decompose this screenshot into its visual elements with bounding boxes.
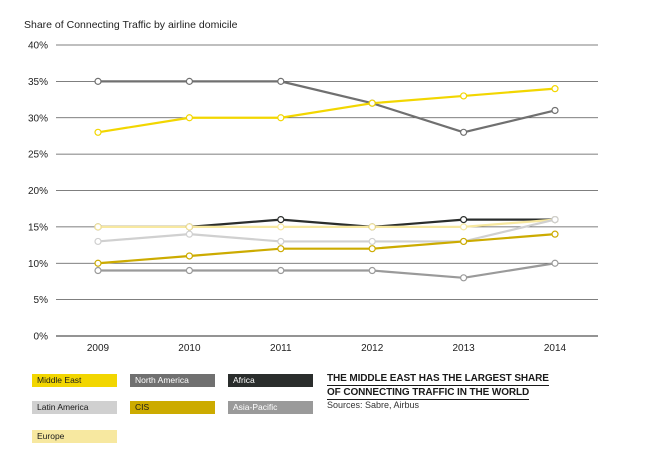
data-point-middle-east: [551, 85, 559, 93]
series-line-latin-america: [97, 218, 556, 243]
series-line-europe: [98, 218, 556, 228]
data-point-latin-america: [551, 216, 559, 224]
data-point-cis: [551, 230, 559, 238]
y-tick-label: 10%: [28, 259, 48, 270]
series-line-asia-pacific: [98, 262, 556, 279]
data-point-cis: [94, 259, 102, 267]
data-point-asia-pacific: [551, 259, 559, 267]
data-point-cis: [185, 252, 193, 260]
y-axis-ticks: 0% 5% 10% 15% 20% 25% 30% 35% 40%: [28, 41, 48, 343]
legend-asia-pacific: Asia-Pacific: [228, 401, 313, 414]
data-point-cis: [460, 237, 468, 246]
grid-lines: [56, 44, 598, 337]
sources-note: Sources: Sabre, Airbus: [327, 400, 420, 410]
x-tick-label: 2009: [87, 343, 110, 354]
data-point-latin-america: [277, 237, 285, 246]
line-chart: 0%5%10%15%20%25%30%35%40% 2009 2010 2011 20…: [28, 41, 598, 354]
data-point-middle-east: [185, 114, 193, 122]
data-point-europe: [185, 223, 193, 231]
data-point-north-america: [94, 77, 102, 85]
data-point-latin-america: [185, 230, 193, 238]
data-point-middle-east: [94, 128, 102, 136]
headline-line-1: THE MIDDLE EAST HAS THE LARGEST SHARE: [327, 373, 549, 386]
data-point-asia-pacific: [277, 266, 285, 275]
legend-middle-east: Middle East: [32, 374, 117, 387]
headline: THE MIDDLE EAST HAS THE LARGEST SHARE OF…: [327, 372, 549, 400]
data-point-middle-east: [368, 99, 376, 107]
data-point-north-america: [277, 77, 285, 85]
data-point-europe: [460, 223, 468, 231]
legend-latin-america: Latin America: [32, 401, 117, 414]
series-line-middle-east: [97, 87, 556, 134]
data-point-middle-east: [277, 114, 285, 122]
data-point-latin-america: [94, 237, 102, 246]
series-line-cis: [97, 233, 556, 265]
data-point-north-america: [460, 128, 468, 136]
x-tick-label: 2010: [178, 343, 201, 354]
data-point-cis: [277, 245, 285, 253]
data-point-europe: [368, 223, 376, 231]
y-tick-label: 20%: [28, 186, 48, 197]
data-point-latin-america: [368, 237, 376, 246]
legend-europe: Europe: [32, 430, 117, 443]
series-points: [94, 77, 559, 282]
legend-cis: CIS: [130, 401, 215, 414]
legend-north-america: North America: [130, 374, 215, 387]
data-point-asia-pacific: [460, 274, 468, 282]
data-point-africa: [277, 216, 285, 224]
series-line-north-america: [98, 80, 556, 134]
y-tick-label: 15%: [28, 222, 48, 233]
y-tick-label: 30%: [28, 113, 48, 124]
data-point-middle-east: [460, 92, 468, 100]
legend-africa: Africa: [228, 374, 313, 387]
x-tick-label: 2013: [452, 343, 475, 354]
x-tick-label: 2011: [270, 343, 292, 354]
x-tick-label: 2014: [544, 343, 567, 354]
y-tick-label: 5%: [34, 295, 49, 306]
x-tick-label: 2012: [361, 343, 384, 354]
data-point-africa: [460, 216, 468, 224]
data-point-europe: [94, 223, 102, 231]
data-point-asia-pacific: [185, 266, 193, 275]
data-point-europe: [277, 223, 285, 231]
data-point-asia-pacific: [368, 266, 376, 275]
data-point-north-america: [551, 106, 559, 115]
x-axis-ticks: 2009 2010 2011 2012 2013 2014: [87, 343, 567, 354]
chart-title: Share of Connecting Traffic by airline d…: [24, 19, 238, 31]
y-tick-label: 25%: [28, 150, 48, 161]
series-lines: [97, 80, 556, 279]
data-point-asia-pacific: [94, 266, 102, 275]
headline-line-2: OF CONNECTING TRAFFIC IN THE WORLD: [327, 387, 530, 400]
data-point-north-america: [185, 77, 193, 85]
data-point-cis: [368, 245, 376, 253]
y-tick-label: 40%: [28, 41, 48, 52]
y-tick-label: 35%: [28, 77, 48, 88]
y-tick-label: 0%: [34, 332, 49, 343]
